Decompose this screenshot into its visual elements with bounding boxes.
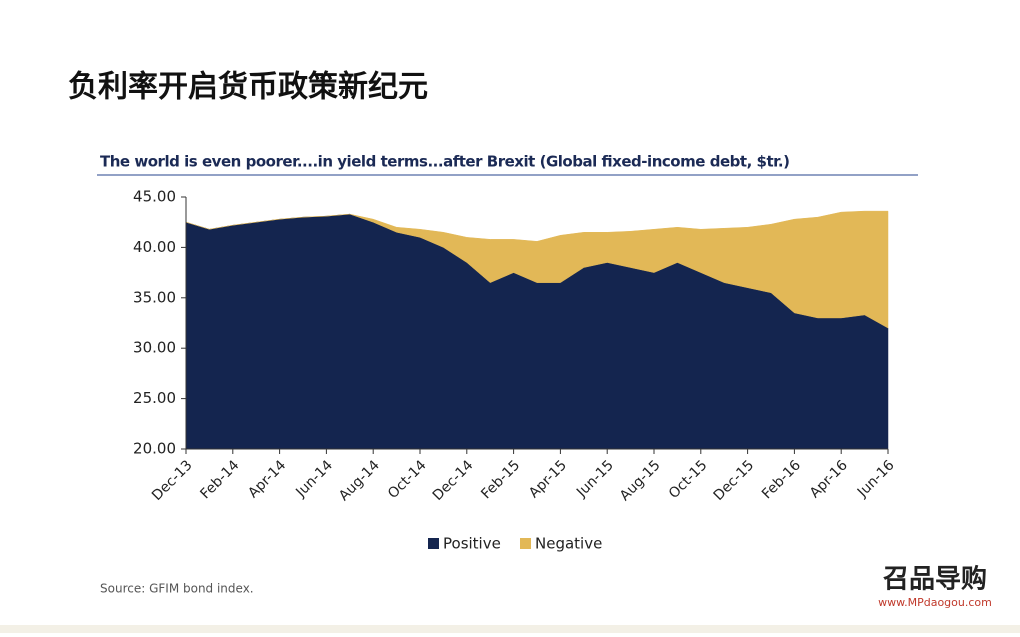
watermark-url: www.MPdaogou.com xyxy=(878,596,992,609)
x-tick-label: Apr-15 xyxy=(526,457,570,501)
y-tick-label: 25.00 xyxy=(133,389,176,407)
x-tick-label: Apr-14 xyxy=(245,457,289,501)
x-tick-label: Dec-14 xyxy=(430,457,477,504)
x-tick-label: Feb-14 xyxy=(197,457,242,502)
y-tick-label: 20.00 xyxy=(133,440,176,458)
x-tick-label: Dec-15 xyxy=(711,457,758,504)
x-tick-label: Apr-16 xyxy=(807,457,851,501)
chart-title: The world is even poorer....in yield ter… xyxy=(100,153,790,171)
x-tick-label: Jun-15 xyxy=(573,457,617,501)
x-tick-label: Oct-14 xyxy=(385,457,430,502)
y-tick-label: 40.00 xyxy=(133,238,176,256)
legend-swatch xyxy=(428,538,439,549)
y-tick-label: 30.00 xyxy=(133,339,176,357)
y-tick-label: 35.00 xyxy=(133,288,176,306)
x-tick-label: Jun-14 xyxy=(292,457,336,501)
x-tick-label: Jun-16 xyxy=(854,457,898,501)
x-tick-label: Aug-14 xyxy=(336,457,383,504)
slide-footer-band xyxy=(0,625,1020,633)
source-note: Source: GFIM bond index. xyxy=(100,582,254,596)
legend-label: Negative xyxy=(535,535,602,553)
x-tick-label: Feb-15 xyxy=(478,457,523,502)
slide-title: 负利率开启货币政策新纪元 xyxy=(68,70,428,105)
x-tick-label: Dec-13 xyxy=(149,457,196,504)
area-1 xyxy=(185,210,889,329)
x-tick-label: Oct-15 xyxy=(666,457,711,502)
legend-label: Positive xyxy=(443,535,501,553)
x-tick-label: Aug-15 xyxy=(617,457,664,504)
x-tick-label: Feb-16 xyxy=(759,457,804,502)
watermark-brand: 召品导购 xyxy=(883,565,987,595)
legend-swatch xyxy=(520,538,531,549)
y-tick-label: 45.00 xyxy=(133,188,176,206)
